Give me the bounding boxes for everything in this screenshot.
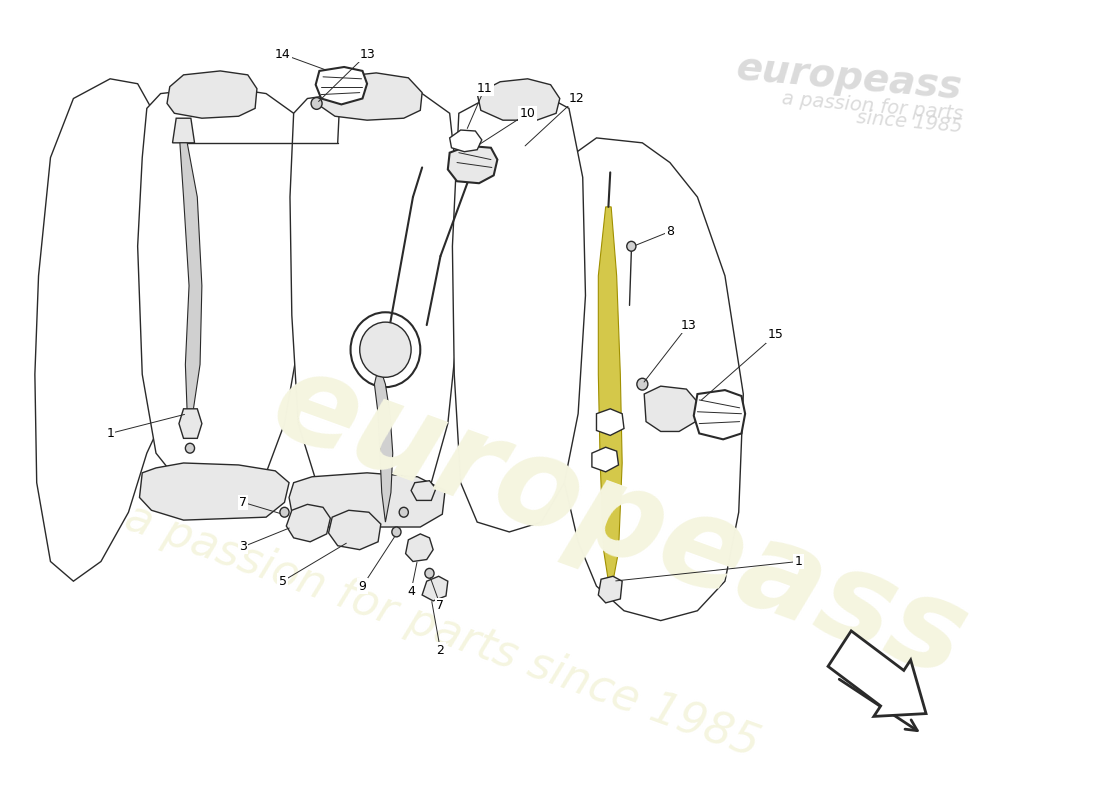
Polygon shape [828, 631, 926, 717]
Text: 5: 5 [278, 574, 287, 588]
Polygon shape [448, 146, 497, 183]
Polygon shape [290, 89, 459, 502]
Polygon shape [477, 79, 560, 120]
Text: 7: 7 [239, 496, 248, 509]
Circle shape [637, 378, 648, 390]
Polygon shape [694, 390, 745, 439]
Polygon shape [645, 386, 697, 431]
Polygon shape [179, 409, 202, 438]
Text: 14: 14 [275, 48, 290, 61]
Circle shape [627, 242, 636, 251]
Polygon shape [596, 409, 624, 435]
Polygon shape [543, 138, 744, 621]
Circle shape [425, 568, 435, 578]
Polygon shape [319, 73, 422, 120]
Text: 15: 15 [768, 329, 783, 342]
Text: 8: 8 [666, 225, 674, 238]
Polygon shape [411, 481, 436, 501]
Text: 10: 10 [519, 106, 536, 120]
Polygon shape [140, 463, 289, 520]
Circle shape [392, 527, 402, 537]
Text: 13: 13 [681, 318, 696, 331]
Polygon shape [180, 143, 202, 414]
Circle shape [399, 507, 408, 517]
Polygon shape [329, 510, 381, 550]
Polygon shape [286, 504, 330, 542]
Polygon shape [374, 365, 393, 522]
Text: 7: 7 [437, 599, 444, 612]
Text: a passion for parts: a passion for parts [781, 89, 964, 123]
Polygon shape [452, 94, 585, 532]
Text: 3: 3 [239, 540, 248, 554]
Polygon shape [138, 86, 302, 493]
Polygon shape [173, 118, 195, 143]
Text: 12: 12 [569, 92, 584, 105]
Polygon shape [289, 473, 446, 527]
Circle shape [186, 443, 195, 453]
Polygon shape [35, 79, 169, 581]
Text: since 1985: since 1985 [856, 108, 964, 137]
Polygon shape [592, 447, 618, 472]
Polygon shape [316, 67, 367, 105]
Polygon shape [406, 534, 433, 562]
Text: 2: 2 [437, 644, 444, 657]
Polygon shape [598, 576, 623, 603]
Polygon shape [422, 576, 448, 601]
Text: 13: 13 [360, 48, 375, 61]
Text: 1: 1 [794, 555, 802, 568]
Text: 1: 1 [107, 427, 114, 440]
Circle shape [279, 507, 289, 517]
Circle shape [311, 98, 322, 110]
Circle shape [360, 322, 411, 378]
Polygon shape [598, 207, 623, 581]
Text: 9: 9 [359, 580, 366, 593]
Text: europeass: europeass [257, 341, 983, 703]
Circle shape [351, 312, 420, 387]
Text: a passion for parts since 1985: a passion for parts since 1985 [119, 495, 766, 766]
Text: 11: 11 [476, 82, 493, 95]
Polygon shape [450, 130, 482, 152]
Polygon shape [167, 71, 257, 118]
Text: 4: 4 [407, 585, 415, 598]
Text: europeass: europeass [735, 50, 964, 107]
